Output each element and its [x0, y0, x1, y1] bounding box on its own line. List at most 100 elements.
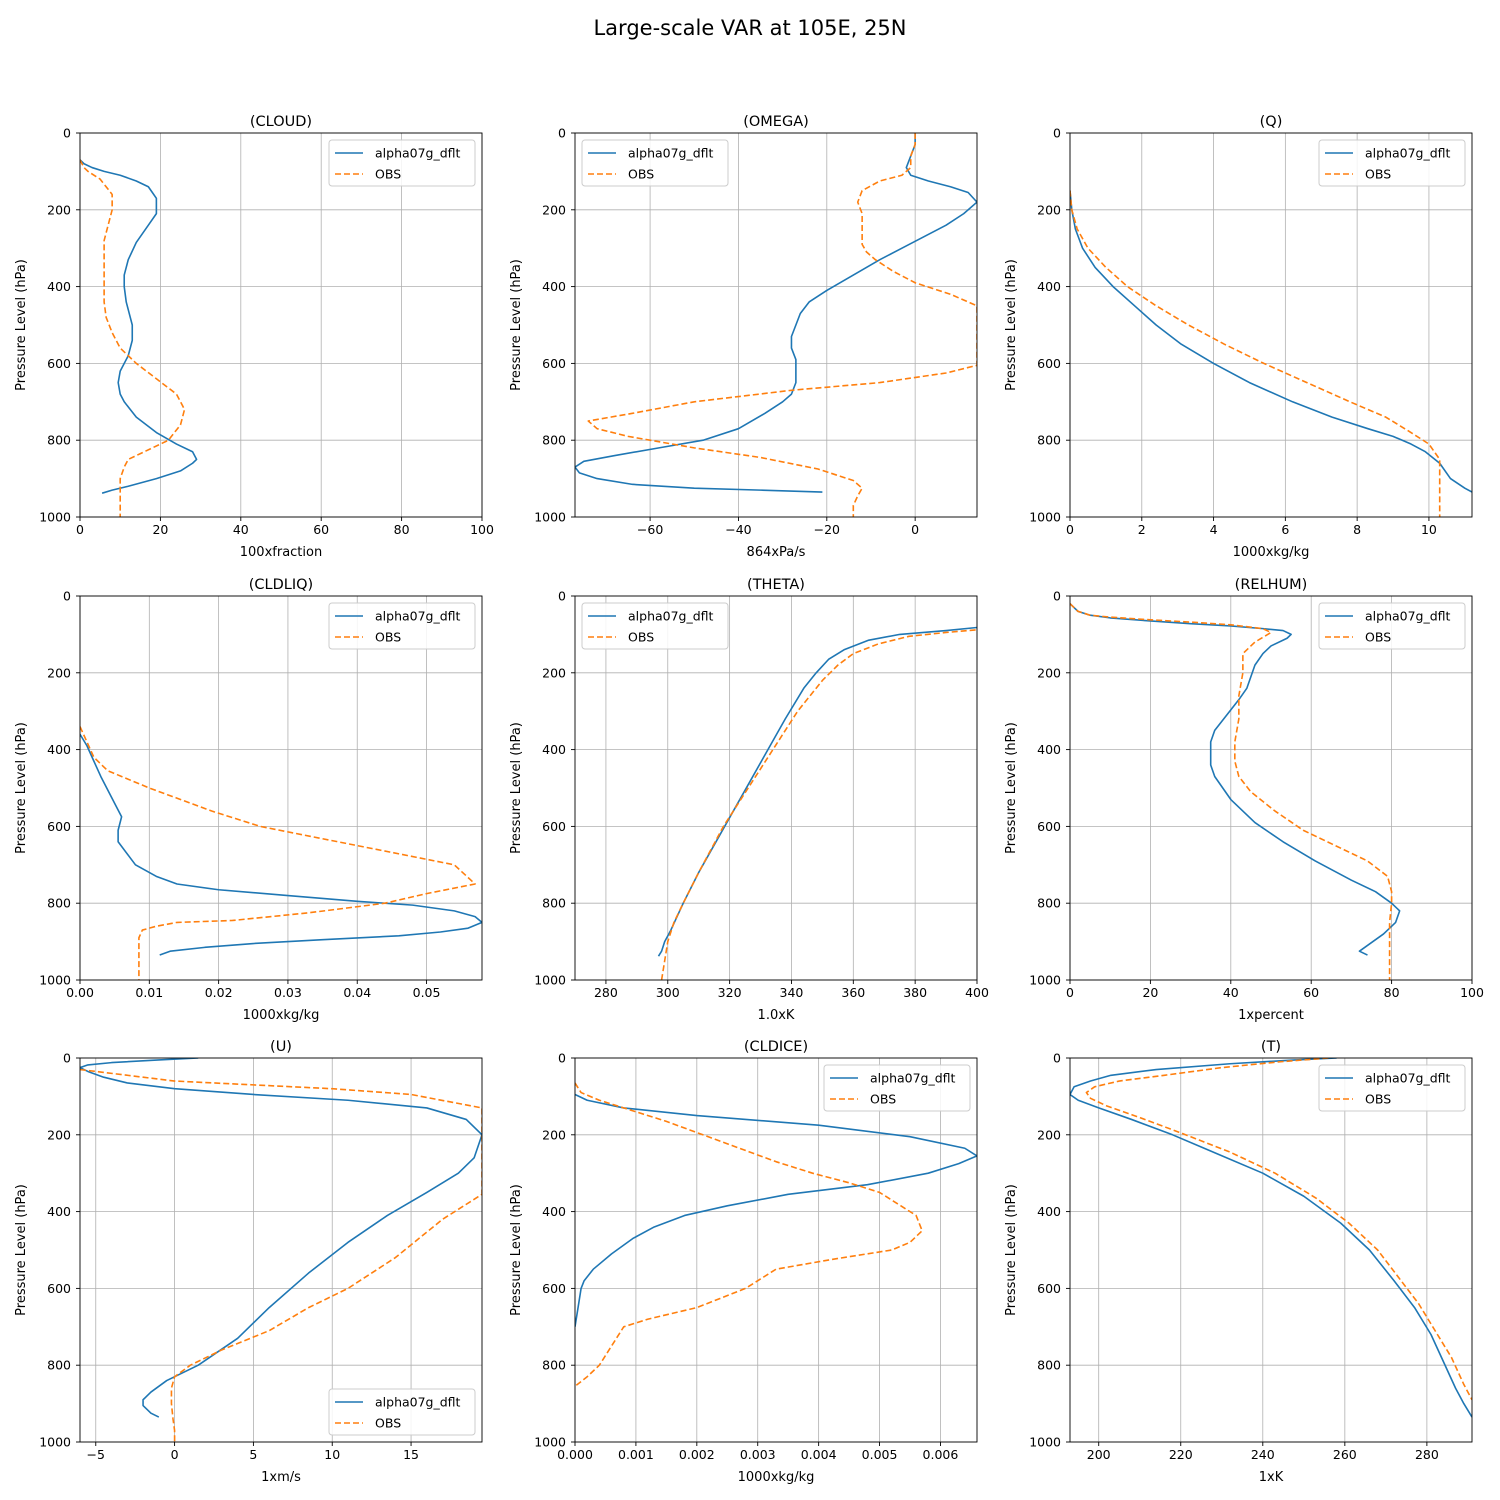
cloud-legend: alpha07g_dflt OBS	[328, 139, 476, 187]
q-grid	[1069, 132, 1472, 518]
relhum-series-obs	[1070, 603, 1393, 980]
relhum-series-model	[1070, 603, 1401, 956]
cldice-series-obs	[575, 1082, 923, 1387]
t-xtick-label: 260	[1333, 1447, 1357, 1462]
theta-xlabel: 1.0xK	[758, 1008, 795, 1023]
u-title: (U)	[270, 1039, 292, 1055]
q-series-model	[1070, 190, 1472, 493]
relhum-legend: alpha07g_dflt OBS	[1318, 602, 1466, 650]
relhum-xtick-label: 100	[1460, 985, 1484, 1000]
cldliq-legend-label: alpha07g_dflt	[375, 609, 461, 624]
theta-ytick-label: 800	[542, 896, 566, 911]
u-legend-label: OBS	[375, 1416, 401, 1431]
relhum-xtick-label: 40	[1223, 985, 1239, 1000]
t-title: (T)	[1261, 1039, 1281, 1055]
u-legend: alpha07g_dflt OBS	[328, 1388, 476, 1436]
t-ytick-label: 400	[1037, 1204, 1061, 1219]
panel-t: 200 220 240 260 280 0 200 400 600 800 1000 (T) 1xK Pr…	[1004, 1039, 1473, 1485]
panel-omega: −60 −40 −20 0 0 200 400 600 800 1000 (OMEGA) 864xPa…	[509, 114, 978, 560]
cldliq-legend-box	[328, 602, 476, 650]
cloud-xtick-label: 100	[470, 522, 494, 537]
t-series-model	[1070, 1058, 1472, 1418]
q-legend-label: alpha07g_dflt	[1365, 146, 1451, 161]
relhum-legend-box	[1318, 602, 1466, 650]
theta-series-obs	[660, 628, 977, 980]
u-xtick-label: 0	[171, 1447, 179, 1462]
theta-ytick-label: 1000	[534, 973, 566, 988]
panel-u: −5 0 5 10 15 0 200 400 600 800 1000 (U) 1xm/s Pressur…	[14, 1039, 483, 1485]
omega-ytick-label: 0	[558, 126, 566, 141]
cldliq-ylabel: Pressure Level (hPa)	[14, 722, 29, 854]
cldliq-xlabel: 1000xkg/kg	[243, 1008, 320, 1023]
cldice-legend-box	[823, 1064, 971, 1112]
cldliq-frame	[79, 595, 483, 981]
panel-cldice: 0.000 0.001 0.002 0.003 0.004 0.005 0.006 0 200 4…	[509, 1039, 978, 1485]
panel-q: 0 2 4 6 8 10 0 200 400 600 800 1000 (Q) 1000xkg/kg Pre…	[1004, 114, 1473, 560]
u-series-obs	[80, 1068, 482, 1442]
relhum-xtick-label: 20	[1142, 985, 1158, 1000]
u-ylabel: Pressure Level (hPa)	[14, 1184, 29, 1316]
theta-legend-box	[581, 602, 729, 650]
cldice-grid	[574, 1057, 977, 1443]
theta-ylabel: Pressure Level (hPa)	[509, 722, 524, 854]
relhum-ytick-label: 200	[1037, 665, 1061, 680]
cldice-ytick-label: 0	[558, 1051, 566, 1066]
cldice-ytick-label: 400	[542, 1204, 566, 1219]
u-legend-label: alpha07g_dflt	[375, 1395, 461, 1410]
u-frame	[79, 1057, 483, 1443]
cldliq-ytick-label: 800	[47, 896, 71, 911]
cldice-series-model	[575, 1093, 977, 1327]
omega-legend-label: alpha07g_dflt	[628, 146, 714, 161]
q-series-obs	[1070, 190, 1441, 517]
relhum-ytick-label: 1000	[1029, 973, 1061, 988]
u-ytick-label: 600	[47, 1281, 71, 1296]
cldice-ytick-label: 1000	[534, 1435, 566, 1450]
t-xtick-label: 280	[1415, 1447, 1439, 1462]
cldliq-legend: alpha07g_dflt OBS	[328, 602, 476, 650]
t-xtick-label: 240	[1251, 1447, 1275, 1462]
cloud-ytick-label: 800	[47, 433, 71, 448]
t-legend-label: alpha07g_dflt	[1365, 1071, 1451, 1086]
cldliq-xtick-label: 0.05	[413, 985, 441, 1000]
omega-series-model	[575, 133, 977, 493]
u-grid	[80, 1057, 482, 1443]
relhum-frame	[1069, 595, 1473, 981]
u-series-model	[80, 1058, 482, 1418]
cloud-xlabel: 100xfraction	[240, 545, 322, 560]
omega-xtick-label: −40	[725, 522, 751, 537]
relhum-legend-label: alpha07g_dflt	[1365, 609, 1451, 624]
cldice-legend-label: alpha07g_dflt	[870, 1071, 956, 1086]
cldliq-xtick-label: 0.00	[66, 985, 94, 1000]
u-xtick-label: 10	[324, 1447, 340, 1462]
u-legend-box	[328, 1388, 476, 1436]
q-ylabel: Pressure Level (hPa)	[1004, 259, 1019, 391]
cloud-ytick-label: 1000	[39, 510, 71, 525]
cldliq-series-obs	[80, 726, 476, 980]
cloud-xtick-label: 40	[233, 522, 249, 537]
relhum-xtick-label: 0	[1066, 985, 1074, 1000]
t-xtick-label: 220	[1169, 1447, 1193, 1462]
cldliq-ytick-label: 200	[47, 665, 71, 680]
omega-xtick-label: 0	[911, 522, 919, 537]
cloud-series-obs	[80, 159, 186, 517]
cldice-ytick-label: 600	[542, 1281, 566, 1296]
cloud-series-model	[80, 159, 198, 494]
omega-ytick-label: 1000	[534, 510, 566, 525]
cldliq-ytick-label: 600	[47, 819, 71, 834]
omega-ytick-label: 800	[542, 433, 566, 448]
t-ytick-label: 800	[1037, 1358, 1061, 1373]
panel-cloud: 0 20 40 60 80 10002004006008001000(CLOUD)100x…	[14, 114, 494, 560]
relhum-legend-label: OBS	[1365, 630, 1391, 645]
q-ytick-label: 600	[1037, 356, 1061, 371]
cldliq-legend-label: OBS	[375, 630, 401, 645]
omega-frame	[574, 132, 978, 518]
cldliq-xtick-label: 0.03	[274, 985, 302, 1000]
q-ytick-label: 800	[1037, 433, 1061, 448]
cldice-legend-label: OBS	[870, 1092, 896, 1107]
cldliq-title: (CLDLIQ)	[249, 577, 313, 593]
u-xlabel: 1xm/s	[261, 1470, 301, 1485]
q-ytick-label: 400	[1037, 279, 1061, 294]
omega-ytick-label: 400	[542, 279, 566, 294]
omega-ytick-label: 600	[542, 356, 566, 371]
u-xtick-label: −5	[87, 1447, 105, 1462]
